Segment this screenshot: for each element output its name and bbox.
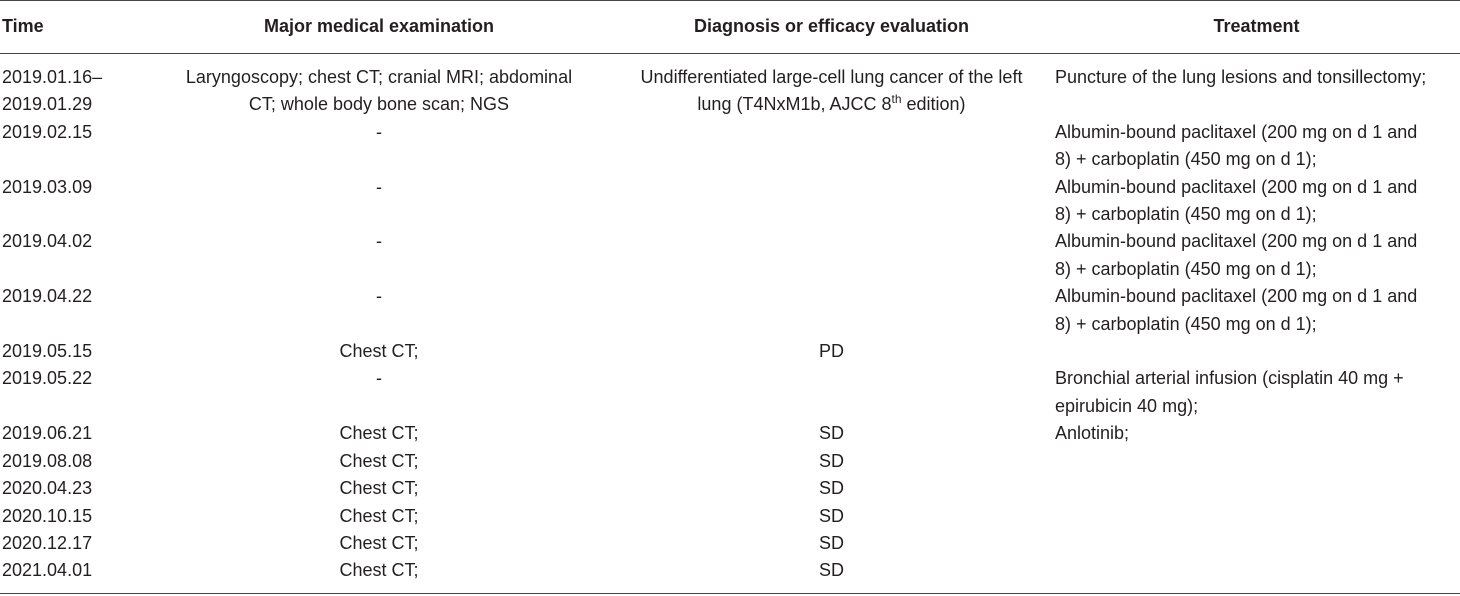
- diag-text: edition): [901, 94, 966, 115]
- table-row: 2019.04.22 - Albumin-bound paclitaxel (2…: [0, 283, 1460, 338]
- cell-line: Albumin-bound paclitaxel (200 mg on d 1 …: [1055, 231, 1418, 252]
- cell-time: 2019.03.09: [2, 176, 93, 197]
- ordinal-superscript: th: [891, 92, 902, 107]
- cell-time: 2020.04.23: [2, 478, 93, 499]
- cell-treatment: Puncture of the lung lesions and tonsill…: [1053, 54, 1460, 119]
- cell-exam: Chest CT;: [339, 341, 419, 362]
- table-row: 2019.05.15 Chest CT; PD: [0, 338, 1460, 365]
- cell-line: 8) + carboplatin (450 mg on d 1);: [1055, 149, 1317, 170]
- cell-exam: Chest CT;: [339, 505, 419, 526]
- cell-diagnosis: PD: [818, 341, 844, 362]
- cell-time: 2019.06.21: [2, 423, 93, 444]
- table-row: 2019.05.22 - Bronchial arterial infusion…: [0, 365, 1460, 420]
- cell-treatment: [1053, 475, 1460, 502]
- cell-exam: Laryngoscopy; chest CT; cranial MRI; abd…: [148, 54, 610, 119]
- cell-exam: -: [376, 231, 382, 252]
- cell-exam: -: [376, 286, 382, 307]
- cell-time: 2019.05.22: [2, 368, 93, 389]
- cell-line: lung (T4NxM1b, AJCC 8th edition): [610, 91, 1053, 118]
- cell-treatment: Albumin-bound paclitaxel (200 mg on d 1 …: [1053, 174, 1460, 229]
- table-row: 2020.12.17 Chest CT; SD: [0, 530, 1460, 557]
- cell-treatment: [1053, 448, 1460, 475]
- cell-diagnosis: SD: [818, 450, 844, 471]
- table-row: 2020.04.23 Chest CT; SD: [0, 475, 1460, 502]
- cell-treatment: Albumin-bound paclitaxel (200 mg on d 1 …: [1053, 228, 1460, 283]
- cell-line: Albumin-bound paclitaxel (200 mg on d 1 …: [1055, 286, 1418, 307]
- cell-diagnosis: Undifferentiated large-cell lung cancer …: [610, 54, 1053, 119]
- cell-diagnosis: [610, 119, 1053, 174]
- cell-line: Puncture of the lung lesions and tonsill…: [1055, 67, 1427, 87]
- cell-treatment: [1053, 338, 1460, 365]
- cell-treatment: Bronchial arterial infusion (cisplatin 4…: [1053, 365, 1460, 420]
- cell-line: epirubicin 40 mg);: [1055, 395, 1199, 416]
- column-header-diagnosis: Diagnosis or efficacy evaluation: [610, 0, 1053, 54]
- diag-text: lung (T4NxM1b, AJCC 8: [697, 94, 892, 115]
- cell-line: Laryngoscopy; chest CT; cranial MRI; abd…: [185, 67, 573, 87]
- cell-diagnosis: [610, 365, 1053, 420]
- cell-diagnosis: SD: [610, 557, 1053, 594]
- cell-line: CT; whole body bone scan; NGS: [248, 94, 510, 115]
- column-header-time: Time: [0, 0, 148, 54]
- cell-exam: Chest CT;: [339, 423, 419, 444]
- cell-time: 2019.04.02: [2, 231, 93, 252]
- cell-line: 8) + carboplatin (450 mg on d 1);: [1055, 313, 1317, 334]
- cell-exam: -: [376, 121, 382, 142]
- column-header-treatment: Treatment: [1053, 0, 1460, 54]
- cell-treatment: Anlotinib;: [1055, 423, 1130, 444]
- cell-exam: Chest CT;: [339, 532, 419, 553]
- table-row: 2021.04.01 Chest CT; SD: [0, 557, 1460, 594]
- cell-time: 2020.10.15: [2, 505, 93, 526]
- cell-exam: Chest CT;: [339, 450, 419, 471]
- cell-exam: Chest CT;: [148, 557, 610, 594]
- cell-diagnosis: [610, 174, 1053, 229]
- cell-line: 2019.01.16–: [2, 67, 103, 87]
- cell-time: 2019.08.08: [2, 450, 93, 471]
- table-row: 2019.08.08 Chest CT; SD: [0, 448, 1460, 475]
- table-body: 2019.01.16– 2019.01.29 Laryngoscopy; che…: [0, 54, 1460, 594]
- header-row: Time Major medical examination Diagnosis…: [0, 0, 1460, 54]
- cell-time: 2020.12.17: [2, 532, 93, 553]
- cell-treatment: [1053, 557, 1460, 594]
- cell-diagnosis: SD: [818, 505, 844, 526]
- cell-time: 2019.05.15: [2, 341, 93, 362]
- table-row: 2019.04.02 - Albumin-bound paclitaxel (2…: [0, 228, 1460, 283]
- table-row: 2019.03.09 - Albumin-bound paclitaxel (2…: [0, 174, 1460, 229]
- cell-exam: -: [376, 368, 382, 389]
- cell-exam: -: [376, 176, 382, 197]
- cell-diagnosis: SD: [818, 478, 844, 499]
- cell-time: 2019.04.22: [2, 286, 93, 307]
- cell-diagnosis: [610, 228, 1053, 283]
- table-header: Time Major medical examination Diagnosis…: [0, 0, 1460, 54]
- cell-time: 2021.04.01: [0, 557, 148, 594]
- cell-treatment: [1053, 530, 1460, 557]
- column-header-exam: Major medical examination: [148, 0, 610, 54]
- cell-treatment: Albumin-bound paclitaxel (200 mg on d 1 …: [1053, 283, 1460, 338]
- table-row: 2019.06.21 Chest CT; SD Anlotinib;: [0, 420, 1460, 447]
- table-row: 2019.02.15 - Albumin-bound paclitaxel (2…: [0, 119, 1460, 174]
- cell-line: Undifferentiated large-cell lung cancer …: [640, 67, 1023, 87]
- cell-line: 8) + carboplatin (450 mg on d 1);: [1055, 258, 1317, 279]
- table-row: 2020.10.15 Chest CT; SD: [0, 503, 1460, 530]
- table-row: 2019.01.16– 2019.01.29 Laryngoscopy; che…: [0, 54, 1460, 119]
- cell-diagnosis: SD: [818, 423, 844, 444]
- cell-line: Albumin-bound paclitaxel (200 mg on d 1 …: [1055, 176, 1418, 197]
- cell-diagnosis: [610, 283, 1053, 338]
- cell-line: Albumin-bound paclitaxel (200 mg on d 1 …: [1055, 121, 1418, 142]
- cell-line: 8) + carboplatin (450 mg on d 1);: [1055, 204, 1317, 225]
- cell-treatment: Albumin-bound paclitaxel (200 mg on d 1 …: [1053, 119, 1460, 174]
- cell-line: Bronchial arterial infusion (cisplatin 4…: [1055, 368, 1404, 389]
- cell-line: 2019.01.29: [2, 94, 93, 115]
- cell-treatment: [1053, 503, 1460, 530]
- cell-exam: Chest CT;: [339, 478, 419, 499]
- cell-diagnosis: SD: [818, 532, 844, 553]
- cell-time: 2019.02.15: [2, 121, 93, 142]
- cell-time: 2019.01.16– 2019.01.29: [0, 54, 148, 119]
